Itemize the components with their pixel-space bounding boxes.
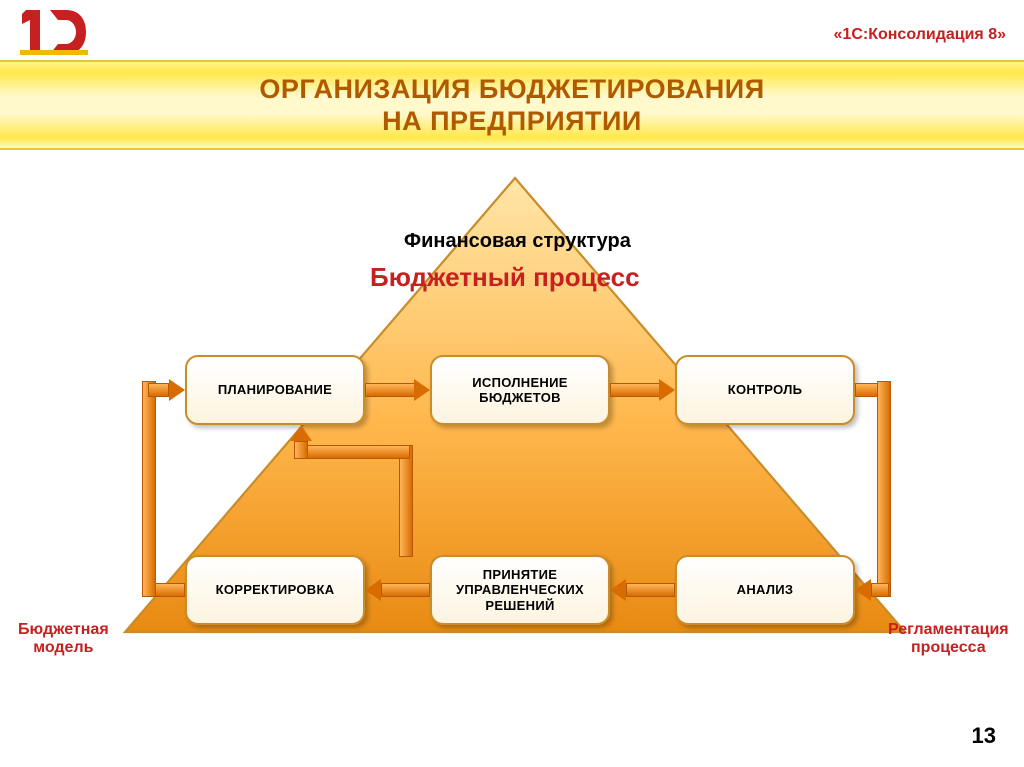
product-name: «1С:Консолидация 8» bbox=[834, 26, 1006, 44]
diagram: Финансовая структура Бюджетный процесс Б… bbox=[0, 170, 1024, 730]
arrow-right-down bbox=[873, 381, 895, 597]
label-process-regulation: Регламентация процесса bbox=[888, 621, 1009, 658]
logo-1c bbox=[20, 8, 90, 56]
arrow-into-analysis bbox=[855, 579, 889, 601]
arrow-left-up bbox=[138, 381, 160, 597]
arrow-exec-to-control bbox=[610, 379, 675, 401]
header: «1С:Консолидация 8» ОРГАНИЗАЦИЯ БЮДЖЕТИР… bbox=[0, 0, 1024, 155]
box-budget-execution: ИСПОЛНЕНИЕБЮДЖЕТОВ bbox=[430, 355, 610, 425]
label-budget-model: Бюджетная модель bbox=[18, 621, 109, 658]
box-decision-making: ПРИНЯТИЕУПРАВЛЕНЧЕСКИХРЕШЕНИЙ bbox=[430, 555, 610, 625]
arrow-analysis-to-decision bbox=[610, 579, 675, 601]
box-correction: КОРРЕКТИРОВКА bbox=[185, 555, 365, 625]
arrow-decision-up2 bbox=[290, 425, 312, 459]
title-bar: ОРГАНИЗАЦИЯ БЮДЖЕТИРОВАНИЯ НА ПРЕДПРИЯТИ… bbox=[0, 60, 1024, 150]
title-line-2: НА ПРЕДПРИЯТИИ bbox=[382, 105, 642, 137]
label-financial-structure: Финансовая структура bbox=[404, 230, 631, 253]
arrow-decision-to-correction bbox=[365, 579, 430, 601]
box-analysis: АНАЛИЗ bbox=[675, 555, 855, 625]
arrow-plan-to-exec bbox=[365, 379, 430, 401]
title-line-1: ОРГАНИЗАЦИЯ БЮДЖЕТИРОВАНИЯ bbox=[259, 73, 764, 105]
slide-number: 13 bbox=[972, 723, 996, 749]
arrow-decision-left bbox=[300, 441, 410, 463]
arrow-into-planning bbox=[148, 379, 185, 401]
label-budget-process: Бюджетный процесс bbox=[370, 262, 640, 293]
box-control: КОНТРОЛЬ bbox=[675, 355, 855, 425]
box-planning: ПЛАНИРОВАНИЕ bbox=[185, 355, 365, 425]
